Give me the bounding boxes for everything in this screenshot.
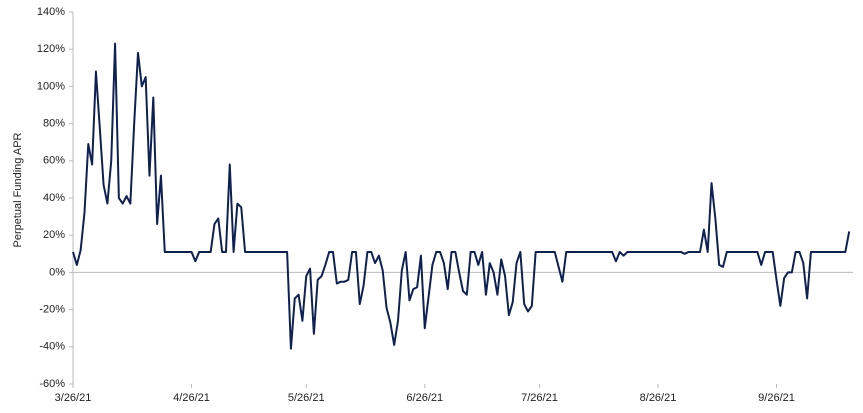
x-tick-label: 4/26/21 bbox=[173, 392, 210, 404]
y-tick-label: 40% bbox=[43, 192, 65, 204]
y-axis-label: Perpetual Funding APR bbox=[12, 132, 24, 247]
x-tick-label: 3/26/21 bbox=[55, 392, 92, 404]
series-line bbox=[72, 42, 851, 350]
y-tick-label: 100% bbox=[37, 80, 65, 92]
x-tick-label: 8/26/21 bbox=[640, 392, 677, 404]
x-tick-label: 5/26/21 bbox=[288, 392, 325, 404]
x-tick-label: 6/26/21 bbox=[406, 392, 443, 404]
y-tick-label: 60% bbox=[43, 155, 65, 167]
y-tick-label: 0% bbox=[49, 266, 65, 278]
x-tick-label: 7/26/21 bbox=[521, 392, 558, 404]
y-tick-label: -20% bbox=[39, 304, 65, 316]
y-tick-label: 140% bbox=[37, 6, 65, 18]
y-tick-label: -40% bbox=[39, 341, 65, 353]
x-tick-label: 9/26/21 bbox=[758, 392, 795, 404]
y-tick-label: 20% bbox=[43, 229, 65, 241]
y-tick-label: -60% bbox=[39, 378, 65, 390]
y-tick-label: 80% bbox=[43, 118, 65, 130]
y-tick-label: 120% bbox=[37, 43, 65, 55]
